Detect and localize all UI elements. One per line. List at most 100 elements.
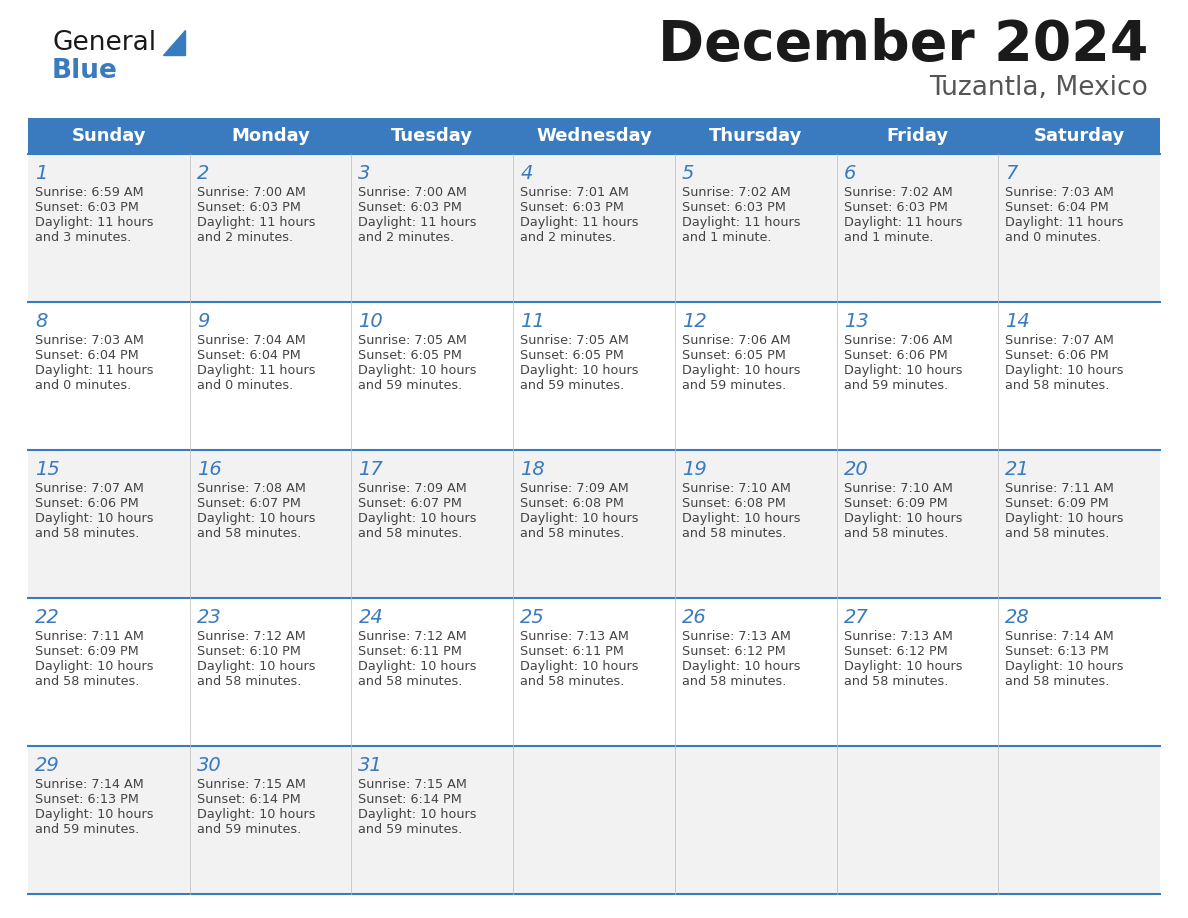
Bar [29, 746, 1159, 894]
Text: Sunrise: 7:13 AM: Sunrise: 7:13 AM [520, 630, 628, 643]
Text: Sunset: 6:12 PM: Sunset: 6:12 PM [843, 645, 947, 658]
Text: Sunset: 6:10 PM: Sunset: 6:10 PM [197, 645, 301, 658]
Text: Sunrise: 7:11 AM: Sunrise: 7:11 AM [34, 630, 144, 643]
Text: Sunset: 6:09 PM: Sunset: 6:09 PM [1005, 497, 1110, 510]
Text: Daylight: 10 hours: Daylight: 10 hours [359, 660, 476, 673]
Text: Daylight: 10 hours: Daylight: 10 hours [843, 512, 962, 525]
Text: Sunrise: 7:02 AM: Sunrise: 7:02 AM [843, 186, 953, 199]
Text: Sunrise: 7:03 AM: Sunrise: 7:03 AM [34, 334, 144, 347]
Text: 30: 30 [197, 756, 221, 775]
Text: Daylight: 10 hours: Daylight: 10 hours [520, 364, 639, 377]
Text: Friday: Friday [886, 127, 948, 145]
Text: Sunrise: 7:15 AM: Sunrise: 7:15 AM [359, 778, 467, 791]
Text: Sunrise: 7:07 AM: Sunrise: 7:07 AM [34, 482, 144, 495]
Text: 16: 16 [197, 460, 221, 479]
Text: 3: 3 [359, 164, 371, 183]
Text: and 3 minutes.: and 3 minutes. [34, 231, 131, 244]
Text: and 58 minutes.: and 58 minutes. [520, 527, 625, 540]
Text: Sunrise: 7:02 AM: Sunrise: 7:02 AM [682, 186, 790, 199]
Text: and 2 minutes.: and 2 minutes. [197, 231, 292, 244]
Text: and 58 minutes.: and 58 minutes. [682, 527, 786, 540]
Text: Daylight: 11 hours: Daylight: 11 hours [843, 216, 962, 229]
Text: Daylight: 10 hours: Daylight: 10 hours [34, 512, 153, 525]
Text: Sunrise: 7:12 AM: Sunrise: 7:12 AM [197, 630, 305, 643]
Text: 4: 4 [520, 164, 532, 183]
Text: Daylight: 10 hours: Daylight: 10 hours [359, 364, 476, 377]
Text: and 0 minutes.: and 0 minutes. [1005, 231, 1101, 244]
Text: Sunset: 6:11 PM: Sunset: 6:11 PM [359, 645, 462, 658]
Text: 6: 6 [843, 164, 855, 183]
Text: and 1 minute.: and 1 minute. [682, 231, 771, 244]
Text: Daylight: 10 hours: Daylight: 10 hours [1005, 364, 1124, 377]
Text: Daylight: 10 hours: Daylight: 10 hours [359, 512, 476, 525]
Text: Sunset: 6:13 PM: Sunset: 6:13 PM [1005, 645, 1110, 658]
Text: Daylight: 10 hours: Daylight: 10 hours [1005, 512, 1124, 525]
Text: Sunset: 6:09 PM: Sunset: 6:09 PM [34, 645, 139, 658]
Text: Sunset: 6:05 PM: Sunset: 6:05 PM [359, 349, 462, 362]
Bar [29, 450, 1159, 598]
Text: Daylight: 10 hours: Daylight: 10 hours [843, 660, 962, 673]
Text: Tuesday: Tuesday [391, 127, 473, 145]
Text: 26: 26 [682, 608, 707, 627]
Text: and 59 minutes.: and 59 minutes. [682, 379, 786, 392]
Text: Daylight: 10 hours: Daylight: 10 hours [843, 364, 962, 377]
Text: Daylight: 10 hours: Daylight: 10 hours [197, 808, 315, 821]
Text: 5: 5 [682, 164, 694, 183]
Text: Saturday: Saturday [1034, 127, 1125, 145]
Text: Blue: Blue [52, 58, 118, 84]
Text: Sunrise: 7:01 AM: Sunrise: 7:01 AM [520, 186, 628, 199]
Text: and 58 minutes.: and 58 minutes. [682, 675, 786, 688]
Text: and 58 minutes.: and 58 minutes. [197, 527, 301, 540]
Text: 17: 17 [359, 460, 384, 479]
Text: Daylight: 11 hours: Daylight: 11 hours [682, 216, 801, 229]
Text: 14: 14 [1005, 312, 1030, 331]
Text: Daylight: 11 hours: Daylight: 11 hours [359, 216, 476, 229]
Bar [29, 302, 1159, 450]
Text: Daylight: 11 hours: Daylight: 11 hours [197, 364, 315, 377]
Text: Daylight: 11 hours: Daylight: 11 hours [34, 216, 153, 229]
Text: 9: 9 [197, 312, 209, 331]
Text: 24: 24 [359, 608, 384, 627]
Text: Daylight: 10 hours: Daylight: 10 hours [682, 512, 801, 525]
Bar [29, 118, 1159, 154]
Text: Sunrise: 7:06 AM: Sunrise: 7:06 AM [682, 334, 790, 347]
Text: Sunset: 6:13 PM: Sunset: 6:13 PM [34, 793, 139, 806]
Bar [29, 154, 1159, 302]
Text: 22: 22 [34, 608, 59, 627]
Text: Sunset: 6:04 PM: Sunset: 6:04 PM [197, 349, 301, 362]
Text: Sunrise: 7:15 AM: Sunrise: 7:15 AM [197, 778, 305, 791]
Text: Sunrise: 7:03 AM: Sunrise: 7:03 AM [1005, 186, 1114, 199]
Text: Sunset: 6:03 PM: Sunset: 6:03 PM [359, 201, 462, 214]
Text: 15: 15 [34, 460, 59, 479]
Text: Daylight: 11 hours: Daylight: 11 hours [197, 216, 315, 229]
Text: Daylight: 10 hours: Daylight: 10 hours [520, 512, 639, 525]
Text: Sunrise: 7:13 AM: Sunrise: 7:13 AM [843, 630, 953, 643]
Text: 10: 10 [359, 312, 384, 331]
Text: Sunset: 6:09 PM: Sunset: 6:09 PM [843, 497, 947, 510]
Text: Sunset: 6:03 PM: Sunset: 6:03 PM [197, 201, 301, 214]
Text: 28: 28 [1005, 608, 1030, 627]
Text: General: General [52, 30, 156, 56]
Text: and 0 minutes.: and 0 minutes. [197, 379, 293, 392]
Text: and 58 minutes.: and 58 minutes. [1005, 379, 1110, 392]
Text: and 58 minutes.: and 58 minutes. [359, 527, 463, 540]
Text: Sunrise: 6:59 AM: Sunrise: 6:59 AM [34, 186, 144, 199]
Text: 18: 18 [520, 460, 545, 479]
Text: Sunset: 6:04 PM: Sunset: 6:04 PM [1005, 201, 1110, 214]
Text: and 58 minutes.: and 58 minutes. [520, 675, 625, 688]
Text: Sunset: 6:14 PM: Sunset: 6:14 PM [197, 793, 301, 806]
Text: 25: 25 [520, 608, 545, 627]
Text: Sunday: Sunday [71, 127, 146, 145]
Text: 11: 11 [520, 312, 545, 331]
Text: Sunrise: 7:12 AM: Sunrise: 7:12 AM [359, 630, 467, 643]
Text: 20: 20 [843, 460, 868, 479]
Text: and 2 minutes.: and 2 minutes. [359, 231, 455, 244]
Text: Sunrise: 7:10 AM: Sunrise: 7:10 AM [682, 482, 791, 495]
Text: Sunset: 6:08 PM: Sunset: 6:08 PM [682, 497, 785, 510]
Text: Daylight: 10 hours: Daylight: 10 hours [359, 808, 476, 821]
Polygon shape [163, 30, 185, 55]
Text: Sunrise: 7:00 AM: Sunrise: 7:00 AM [197, 186, 305, 199]
Text: and 0 minutes.: and 0 minutes. [34, 379, 131, 392]
Text: Monday: Monday [232, 127, 310, 145]
Text: Sunset: 6:05 PM: Sunset: 6:05 PM [682, 349, 785, 362]
